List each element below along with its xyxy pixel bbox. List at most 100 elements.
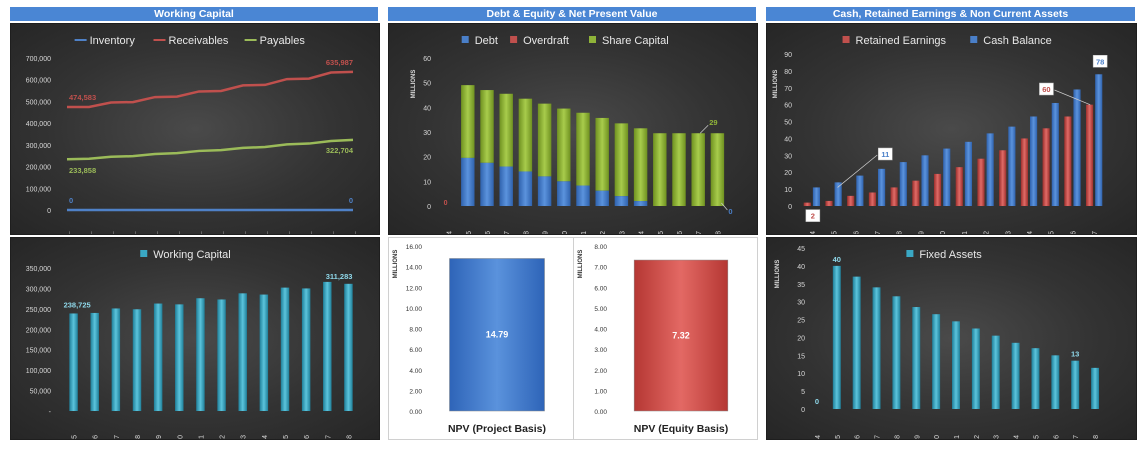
debt-xtick-7: 2031 xyxy=(581,231,588,234)
fa-ytick-4: 20 xyxy=(797,335,805,342)
wc-lines-xtick-0: 20.. xyxy=(65,231,72,234)
debt-xtick-8: 2032 xyxy=(600,231,607,234)
debt-bar-debt-2029 xyxy=(537,176,552,206)
cash-legend-swatch-1 xyxy=(970,36,978,43)
npv-project-ylabel: MILLIONS xyxy=(393,250,399,279)
panel-cash-retained: 0102030405060708090MILLIONS1126078202420… xyxy=(766,23,1137,235)
cash-bar-retained-2030 xyxy=(933,173,942,206)
debt-bar-share-capital-2030 xyxy=(557,108,571,182)
cash-bar-balance-2027 xyxy=(878,168,886,206)
debt-bar-debt-2034 xyxy=(633,201,648,206)
fa-datalabel-0: 0 xyxy=(815,397,819,406)
debt-bar-share-capital-2025 xyxy=(461,85,475,158)
npv-project-ytick-3: 6.00 xyxy=(409,347,422,354)
debt-ylabel: MILLIONS xyxy=(411,70,417,99)
fa-xtick-14: 2038 xyxy=(1093,435,1100,439)
wc-lines-xtick-10: 20.. xyxy=(285,231,292,234)
debt-bar-share-capital-2037 xyxy=(691,133,705,206)
fa-bar-2036 xyxy=(1051,355,1060,409)
fa-xtick-10: 2034 xyxy=(1014,435,1021,439)
cash-bar-balance-2031 xyxy=(964,141,973,206)
wcb-bar-2030 xyxy=(175,304,184,411)
wc-lines-datalabel-4: 233,858 xyxy=(69,166,96,175)
wc-lines-xtick-1: 20.. xyxy=(87,231,94,234)
npv-project-ytick-4: 8.00 xyxy=(409,327,422,334)
cash-bar-balance-2025 xyxy=(834,182,842,206)
wc-lines-datalabel-1: 0 xyxy=(349,196,353,205)
debt-xtick-5: 2029 xyxy=(543,231,550,234)
fa-bar-2031 xyxy=(952,321,960,409)
fa-bar-2028 xyxy=(892,296,901,409)
wc-lines-xtick-2: 20.. xyxy=(109,231,116,234)
cash-bar-retained-2034 xyxy=(1020,138,1028,206)
cash-ytick-2: 20 xyxy=(784,170,792,177)
npv-equity-ytick-8: 8.00 xyxy=(594,244,607,251)
debt-legend-label-0: Debt xyxy=(475,35,498,47)
wcb-ytick-5: 250,000 xyxy=(26,307,51,314)
cash-datalabel-2-box xyxy=(805,209,821,222)
cash-bar-retained-2027 xyxy=(868,192,876,206)
npv-project-ytick-5: 10.00 xyxy=(406,306,423,313)
debt-ytick-2: 20 xyxy=(423,155,431,162)
npv-project-ytick-6: 12.00 xyxy=(406,285,423,292)
debt-ytick-1: 10 xyxy=(423,179,431,186)
wcb-legend-swatch-0 xyxy=(140,250,148,257)
panel-npv-project: 0.00 2.00 4.00 6.00 8.00 10.00 12.00 14.00 16.00… xyxy=(388,237,575,440)
panel-wc-bars: - 50,000 100,000 150,000 200,000 250,000 300,0… xyxy=(10,237,380,440)
wcb-bar-2035 xyxy=(280,287,290,411)
chart-npv-equity: 0.00 1.00 2.00 3.00 4.00 5.00 6.00 7.00 8.00 MILL… xyxy=(578,244,728,435)
cash-bar-balance-2024 xyxy=(812,187,821,206)
debt-ytick-3: 30 xyxy=(423,130,431,137)
cash-datalabel-60: 60 xyxy=(1042,85,1050,94)
npv-equity-ytick-4: 4.00 xyxy=(594,327,607,334)
debt-xtick-14: 2038 xyxy=(715,231,722,234)
fa-xtick-9: 2033 xyxy=(994,435,1001,439)
fa-bar-2037 xyxy=(1071,360,1080,409)
debt-ytick-5: 50 xyxy=(423,81,431,88)
debt-bar-share-capital-2031 xyxy=(576,112,590,186)
debt-leader-29 xyxy=(699,124,709,134)
wc-lines-datalabel-3: 635,987 xyxy=(326,58,353,67)
chart-working-capital-bars: - 50,000 100,000 150,000 200,000 250,000 300,0… xyxy=(26,249,354,439)
cash-ytick-0: 0 xyxy=(788,204,792,211)
cash-datalabel-11-box xyxy=(878,147,893,161)
debt-bar-share-capital-2036 xyxy=(672,133,686,206)
cash-xtick-11: 2035 xyxy=(1049,231,1056,234)
cash-bar-balance-2030 xyxy=(943,148,951,206)
cash-ytick-5: 50 xyxy=(784,120,792,127)
cash-bar-retained-2035 xyxy=(1042,128,1050,206)
cash-bar-balance-2033 xyxy=(1008,126,1016,206)
header-cash-retained: Cash, Retained Earnings & Non Current As… xyxy=(766,7,1135,21)
wcb-xtick-6: 2031 xyxy=(198,435,205,439)
debt-xtick-0: 2024 xyxy=(447,231,454,234)
debt-ytick-0: 0 xyxy=(427,204,431,211)
panel-npv-equity: 0.00 1.00 2.00 3.00 4.00 5.00 6.00 7.00 8.00 MILL… xyxy=(573,237,758,440)
cash-bar-balance-2028 xyxy=(899,162,907,206)
cash-bar-balance-2026 xyxy=(856,175,864,206)
debt-bar-share-capital-2034 xyxy=(633,128,648,202)
fa-bar-2025 xyxy=(832,265,841,409)
wc-lines-datalabel-5: 322,704 xyxy=(326,146,354,155)
wcb-bar-2038 xyxy=(344,283,353,411)
debt-xtick-3: 2027 xyxy=(504,231,511,234)
cash-ytick-9: 90 xyxy=(784,52,792,59)
debt-bar-debt-2028 xyxy=(518,171,533,206)
cash-ytick-6: 60 xyxy=(784,103,792,110)
cash-leader-11 xyxy=(837,154,878,188)
cash-datalabel-78: 78 xyxy=(1096,57,1104,66)
debt-ytick-4: 40 xyxy=(423,105,431,112)
debt-xtick-9: 2033 xyxy=(619,231,626,234)
wcb-xtick-9: 2034 xyxy=(262,435,269,439)
chart-working-capital-lines: 0 100,000 200,000 300,000 400,000 500,000 600,… xyxy=(26,35,358,234)
debt-bar-share-capital-2029 xyxy=(537,103,552,177)
cash-legend-label-0: Retained Earnings xyxy=(856,35,947,47)
debt-bar-share-capital-2027 xyxy=(499,93,513,167)
npv-project-bar xyxy=(449,258,545,412)
fa-xtick-7: 2031 xyxy=(954,435,961,439)
fa-datalabel-2: 13 xyxy=(1071,350,1079,359)
